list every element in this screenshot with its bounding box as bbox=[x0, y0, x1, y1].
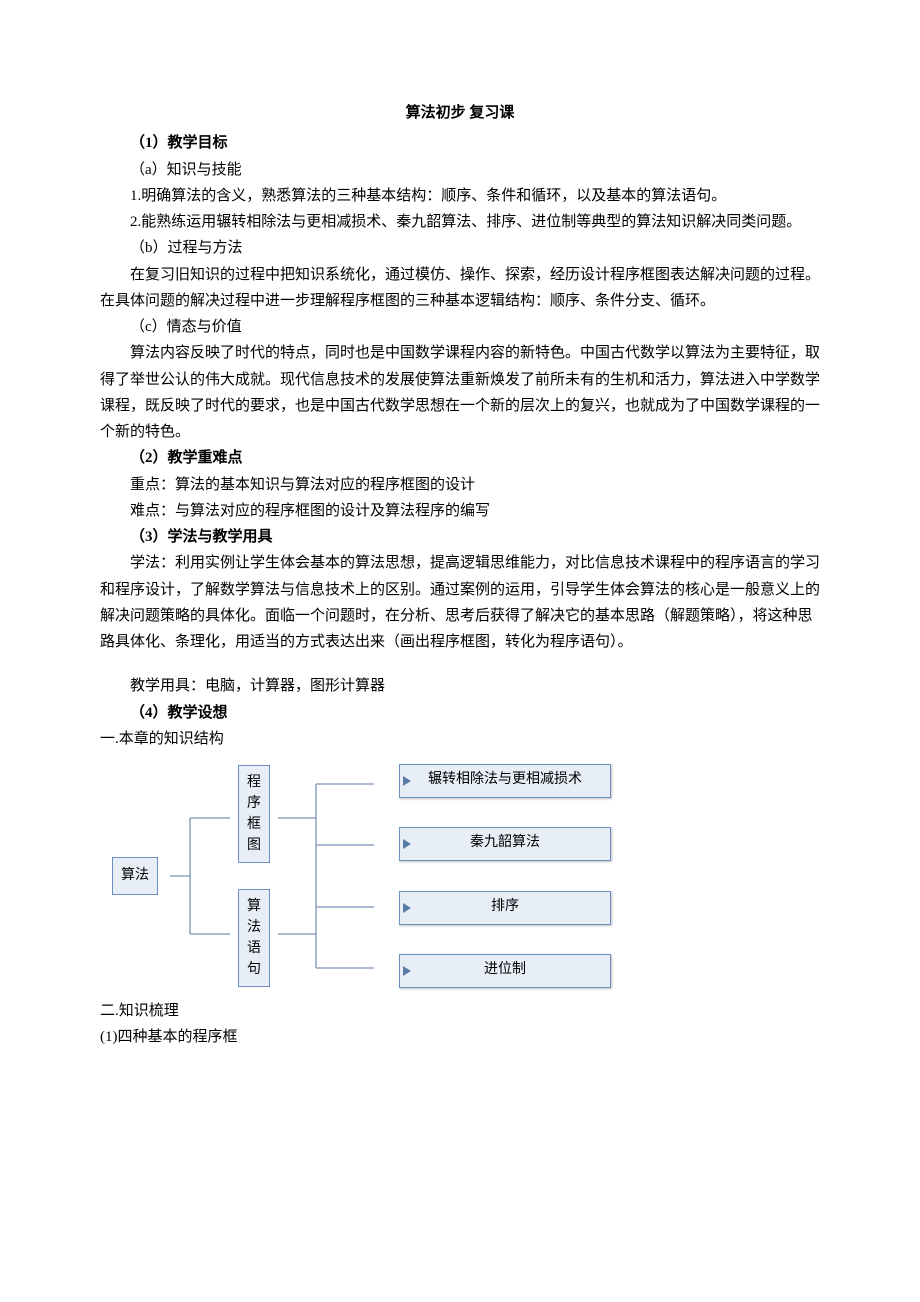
diagram-leaf-label: 辗转相除法与更相减损术 bbox=[428, 772, 582, 787]
section-1a-item-2: 2.能熟练运用辗转相除法与更相减损术、秦九韶算法、排序、进位制等典型的算法知识解… bbox=[100, 209, 820, 235]
section-4-line-2: 二.知识梳理 bbox=[100, 998, 820, 1024]
diagram-connector-right bbox=[278, 760, 374, 992]
section-1b-label: （b）过程与方法 bbox=[100, 235, 820, 261]
page-title: 算法初步 复习课 bbox=[100, 100, 820, 126]
section-3-text: 学法：利用实例让学生体会基本的算法思想，提高逻辑思维能力，对比信息技术课程中的程… bbox=[100, 550, 820, 655]
section-1a-item-1: 1.明确算法的含义，熟悉算法的三种基本结构：顺序、条件和循环，以及基本的算法语句… bbox=[100, 183, 820, 209]
section-2-heading: （2）教学重难点 bbox=[100, 445, 820, 471]
diagram-mid-node-1: 程 序 框 图 bbox=[238, 765, 270, 863]
section-1c-label: （c）情态与价值 bbox=[100, 314, 820, 340]
arrow-icon bbox=[403, 903, 411, 913]
section-4-line-1: 一.本章的知识结构 bbox=[100, 726, 820, 752]
arrow-icon bbox=[403, 839, 411, 849]
diagram-leaf-label: 进位制 bbox=[484, 962, 526, 977]
arrow-icon bbox=[403, 966, 411, 976]
diagram-root-node: 算法 bbox=[112, 857, 158, 896]
diagram-leaf-node-1: 辗转相除法与更相减损术 bbox=[399, 764, 611, 798]
diagram-leaf-node-4: 进位制 bbox=[399, 954, 611, 988]
section-4-heading: （4）教学设想 bbox=[100, 700, 820, 726]
section-1b-text: 在复习旧知识的过程中把知识系统化，通过模仿、操作、探索，经历设计程序框图表达解决… bbox=[100, 262, 820, 315]
section-3-tools: 教学用具：电脑，计算器，图形计算器 bbox=[100, 673, 820, 699]
arrow-icon bbox=[403, 776, 411, 786]
section-1-heading: （1）教学目标 bbox=[100, 130, 820, 156]
diagram-mid-node-2: 算 法 语 句 bbox=[238, 889, 270, 987]
section-3-heading: （3）学法与教学用具 bbox=[100, 524, 820, 550]
section-2-line-2: 难点：与算法对应的程序框图的设计及算法程序的编写 bbox=[100, 498, 820, 524]
diagram-leaf-node-2: 秦九韶算法 bbox=[399, 827, 611, 861]
diagram-leaf-label: 排序 bbox=[491, 899, 519, 914]
section-2-line-1: 重点：算法的基本知识与算法对应的程序框图的设计 bbox=[100, 472, 820, 498]
document-page: 算法初步 复习课 （1）教学目标 （a）知识与技能 1.明确算法的含义，熟悉算法… bbox=[0, 0, 920, 1302]
diagram-leaf-node-3: 排序 bbox=[399, 891, 611, 925]
section-1a-label: （a）知识与技能 bbox=[100, 157, 820, 183]
section-4-line-3: (1)四种基本的程序框 bbox=[100, 1024, 820, 1050]
section-1c-text: 算法内容反映了时代的特点，同时也是中国数学课程内容的新特色。中国古代数学以算法为… bbox=[100, 340, 820, 445]
diagram-leaf-label: 秦九韶算法 bbox=[470, 835, 540, 850]
knowledge-structure-diagram: 算法 程 序 框 图 算 法 语 句 bbox=[100, 760, 820, 992]
diagram-connector-left bbox=[170, 760, 230, 992]
